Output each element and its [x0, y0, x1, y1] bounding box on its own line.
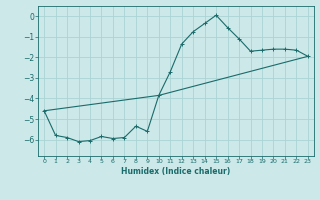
X-axis label: Humidex (Indice chaleur): Humidex (Indice chaleur) — [121, 167, 231, 176]
